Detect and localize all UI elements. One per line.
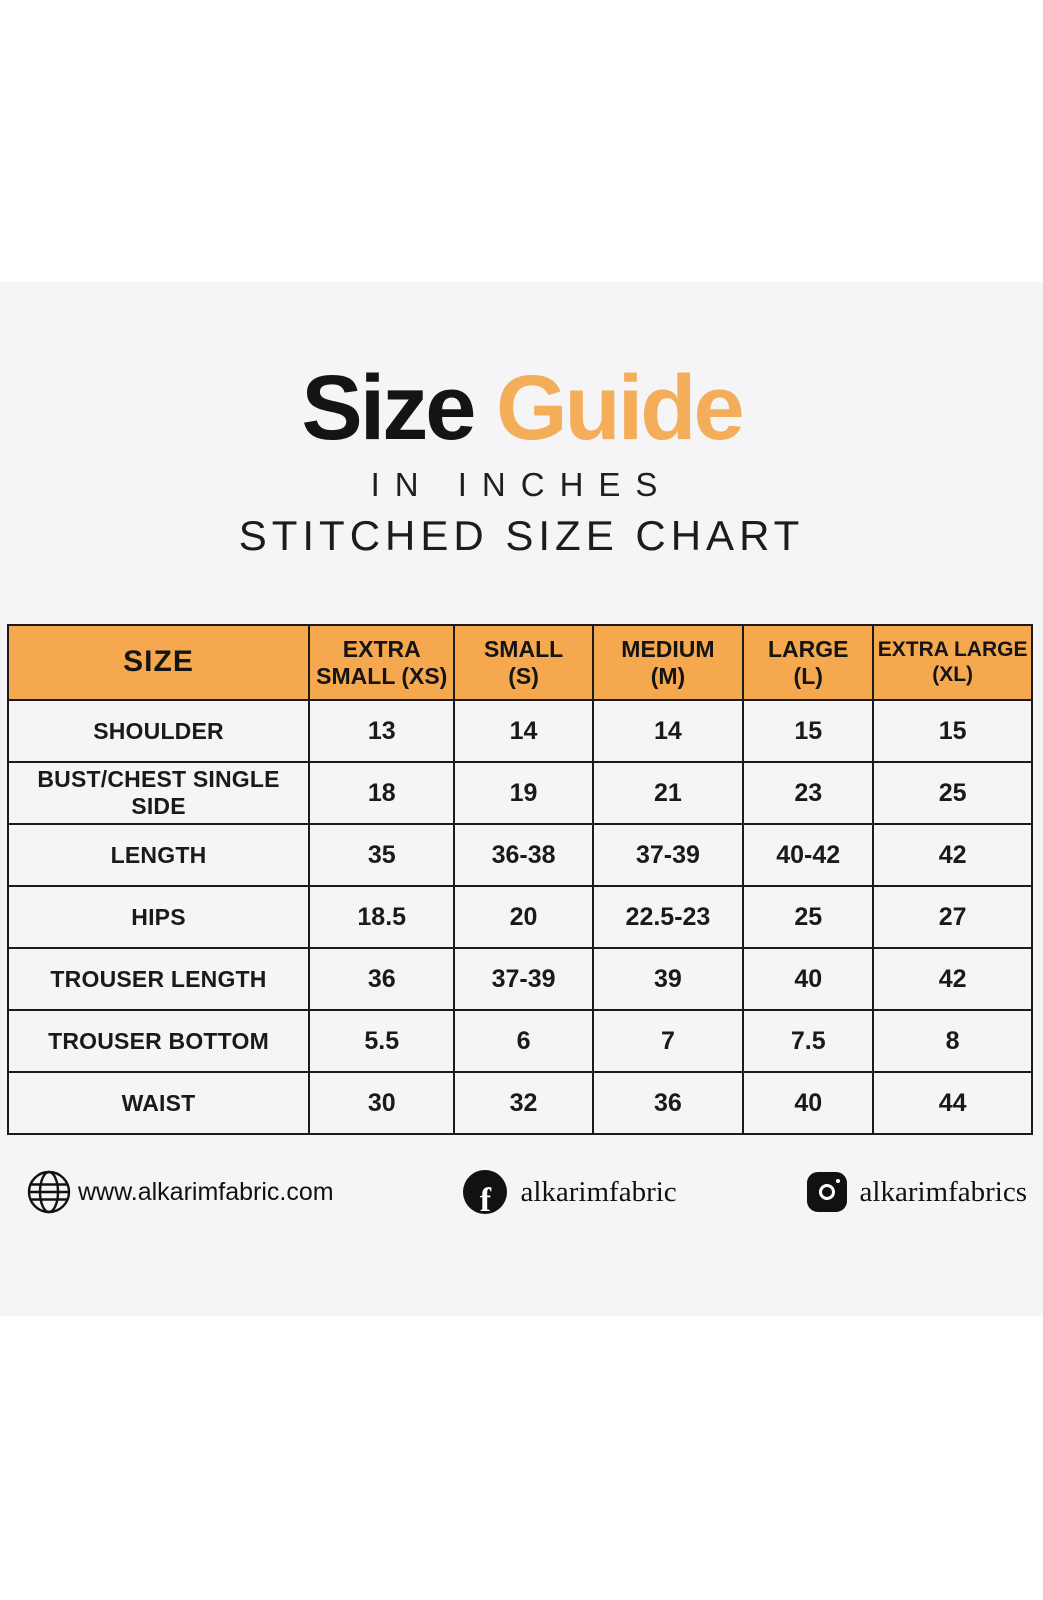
- facebook-icon: f: [463, 1170, 508, 1215]
- page-title-accent: Guide: [495, 357, 745, 459]
- row-label: LENGTH: [6, 823, 311, 887]
- column-header-extra-small: EXTRA SMALL (XS): [308, 624, 456, 701]
- page-title: Size Guide: [0, 362, 1043, 454]
- column-header-small: SMALL (S): [453, 624, 594, 701]
- cell-value: 14: [591, 699, 745, 763]
- footer: www.alkarimfabric.com f alkarimfabric al…: [0, 1160, 1043, 1224]
- row-label: HIPS: [6, 885, 311, 949]
- row-label: SHOULDER: [6, 699, 311, 763]
- column-header-large: LARGE (L): [742, 624, 875, 701]
- cell-value: 22.5-23: [591, 885, 745, 949]
- table-row-shoulder: SHOULDER 13 14 14 15 15: [6, 699, 1033, 763]
- column-header-extra-large: EXTRA LARGE (XL): [872, 624, 1033, 701]
- cell-value: 23: [742, 761, 875, 825]
- cell-value: 37-39: [591, 823, 745, 887]
- cell-value: 36-38: [453, 823, 594, 887]
- cell-value: 7.5: [742, 1009, 875, 1073]
- subtitle-chart-type: STITCHED SIZE CHART: [238, 512, 805, 559]
- website-url: www.alkarimfabric.com: [78, 1177, 334, 1206]
- header-row: SIZE EXTRA SMALL (XS) SMALL (S) MEDIUM (…: [6, 624, 1033, 701]
- cell-value: 40: [742, 1071, 875, 1135]
- facebook-handle: alkarimfabric: [520, 1175, 677, 1208]
- cell-value: 15: [872, 699, 1033, 763]
- cell-value: 42: [872, 947, 1033, 1011]
- table-row-waist: WAIST 30 32 36 40 44: [6, 1071, 1033, 1135]
- column-header-size: SIZE: [6, 624, 311, 701]
- size-chart-table: SIZE EXTRA SMALL (XS) SMALL (S) MEDIUM (…: [6, 624, 1033, 1135]
- instagram-link[interactable]: alkarimfabrics: [806, 1172, 1027, 1212]
- cell-value: 7: [591, 1009, 745, 1073]
- cell-value: 6: [453, 1009, 594, 1073]
- cell-value: 36: [591, 1071, 745, 1135]
- cell-value: 25: [742, 885, 875, 949]
- facebook-link[interactable]: f alkarimfabric: [463, 1170, 677, 1215]
- cell-value: 21: [591, 761, 745, 825]
- cell-value: 18.5: [308, 885, 456, 949]
- content-panel: Size Guide IN INCHES STITCHED SIZE CHART…: [0, 282, 1043, 1316]
- row-label: WAIST: [6, 1071, 311, 1135]
- instagram-icon: [806, 1172, 847, 1212]
- cell-value: 44: [872, 1071, 1033, 1135]
- row-label: BUST/CHEST SINGLE SIDE: [6, 761, 311, 825]
- cell-value: 25: [872, 761, 1033, 825]
- table-row-length: LENGTH 35 36-38 37-39 40-42 42: [6, 823, 1033, 887]
- column-header-medium: MEDIUM (M): [591, 624, 745, 701]
- facebook-f-glyph: f: [479, 1182, 492, 1215]
- cell-value: 40-42: [742, 823, 875, 887]
- row-label: TROUSER BOTTOM: [6, 1009, 311, 1073]
- cell-value: 32: [453, 1071, 594, 1135]
- cell-value: 5.5: [308, 1009, 456, 1073]
- cell-value: 42: [872, 823, 1033, 887]
- cell-value: 14: [453, 699, 594, 763]
- cell-value: 39: [591, 947, 745, 1011]
- globe-icon: [26, 1169, 72, 1215]
- instagram-handle: alkarimfabrics: [859, 1175, 1027, 1208]
- cell-value: 35: [308, 823, 456, 887]
- cell-value: 20: [453, 885, 594, 949]
- cell-value: 8: [872, 1009, 1033, 1073]
- cell-value: 27: [872, 885, 1033, 949]
- cell-value: 40: [742, 947, 875, 1011]
- cell-value: 30: [308, 1071, 456, 1135]
- cell-value: 19: [453, 761, 594, 825]
- title-block: Size Guide IN INCHES STITCHED SIZE CHART: [0, 282, 1043, 560]
- subtitle-units: IN INCHES: [370, 466, 673, 503]
- table-row-trouser-length: TROUSER LENGTH 36 37-39 39 40 42: [6, 947, 1033, 1011]
- cell-value: 15: [742, 699, 875, 763]
- cell-value: 37-39: [453, 947, 594, 1011]
- table-row-hips: HIPS 18.5 20 22.5-23 25 27: [6, 885, 1033, 949]
- table-row-trouser-bottom: TROUSER BOTTOM 5.5 6 7 7.5 8: [6, 1009, 1033, 1073]
- cell-value: 13: [308, 699, 456, 763]
- cell-value: 36: [308, 947, 456, 1011]
- page-title-black: Size: [301, 357, 476, 459]
- cell-value: 18: [308, 761, 456, 825]
- website-link[interactable]: www.alkarimfabric.com: [26, 1169, 334, 1215]
- row-label: TROUSER LENGTH: [6, 947, 311, 1011]
- table-row-bust-chest: BUST/CHEST SINGLE SIDE 18 19 21 23 25: [6, 761, 1033, 825]
